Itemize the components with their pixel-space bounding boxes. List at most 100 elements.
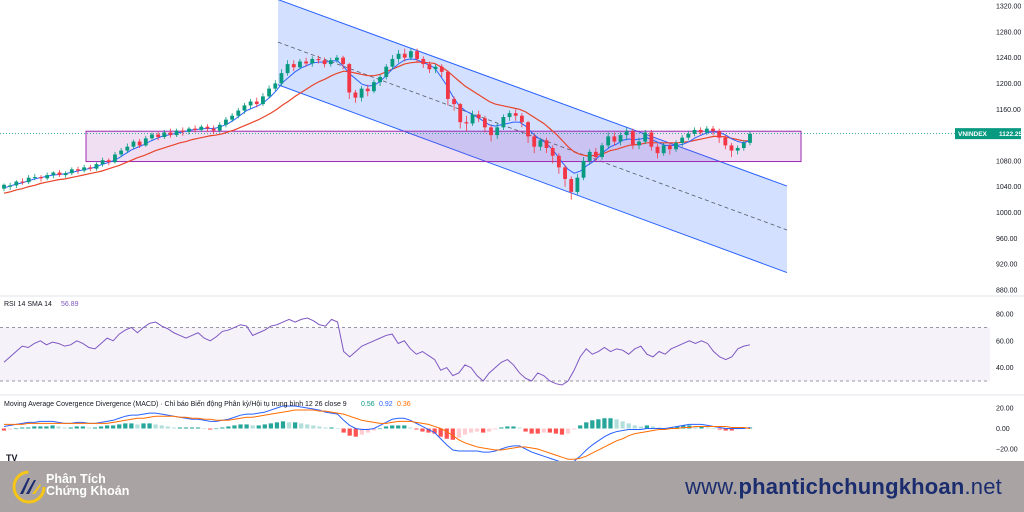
price-tick-label: 880.00 [996,288,1018,295]
macd-hist-bar [299,423,304,429]
macd-hist-bar [535,428,540,434]
macd-hist-bar [365,428,371,433]
macd-hist-bar [669,427,674,429]
candle-up [187,128,191,132]
candle-up [310,58,315,64]
macd-hist-bar [420,428,425,432]
price-tick-label: 1240.00 [996,55,1021,62]
macd-hist-bar [426,428,431,433]
macd-line [3,405,751,461]
candle-down [205,126,210,129]
channel-upper-line[interactable] [277,0,788,187]
macd-hist-bar [256,425,261,429]
candle-down [526,122,530,137]
macd-hist-bar [547,428,552,433]
macd-hist-bar [14,428,19,430]
macd-hist-bar [444,428,449,439]
macd-hist-bar [565,428,571,434]
macd-hist-bar [305,424,310,429]
candle-down [106,160,111,163]
price-tick-label: 920.00 [996,262,1018,269]
macd-hist-bar [456,428,462,438]
macd-hist-bar [499,427,504,429]
macd-hist-bar [584,422,589,429]
macd-hist-bar [414,428,419,430]
regression-channel[interactable] [278,0,787,273]
candle-up [63,173,68,176]
support-resistance-zone[interactable] [85,130,802,163]
rsi-tick-label: 80.00 [996,312,1014,319]
macd-hist-bar [371,428,377,431]
macd-hist-bar [7,428,13,430]
candle-up [581,160,586,178]
candle-down [353,92,358,98]
candle-down [556,155,561,168]
candle-up [606,136,611,146]
macd-hist-bar [450,428,455,440]
candle-down [513,113,518,116]
candle-up [14,181,19,186]
macd-hist-bar [141,423,146,429]
candle-up [741,142,746,148]
macd-histogram [1,418,753,440]
candle-up [384,66,389,77]
macd-hist-bar [432,428,437,434]
site-url[interactable]: www.phantichchungkhoan.net [685,474,1002,500]
macd-hist-bar [226,426,231,429]
candle-up [174,130,179,136]
candle-down [452,98,456,105]
macd-hist-bar [474,428,480,432]
candle-down [489,127,493,136]
macd-hist-bar [74,426,79,429]
candle-up [408,51,413,58]
macd-hist-bar [438,428,443,437]
candle-down [717,131,722,138]
macd-hist-bar [329,427,334,429]
macd-hist-bar [602,418,607,429]
macd-pane: 20.00 0.00 −20.00 Moving Average Covergenc… [1,399,1018,461]
candle-up [674,142,678,150]
candle-up [328,60,333,65]
macd-hist-bar [117,424,122,429]
macd-hist-bar [359,428,364,435]
candle-up [45,175,50,179]
channel-lower-line[interactable] [277,84,788,274]
macd-hist-bar [111,425,116,429]
candle-down [667,145,672,150]
candle-down [322,60,327,65]
candle-up [273,83,278,89]
macd-hist-bar [523,428,528,432]
macd-hist-bar [383,426,389,429]
site-url-prefix: www. [685,474,739,499]
candle-down [458,104,463,123]
logo-line-1: Phân Tích [46,472,106,486]
candle-up [624,131,629,136]
price-label-symbol: VNINDEX [958,131,988,138]
candle-down [723,137,728,146]
candle-down [519,115,524,123]
macd-hist-bar [596,419,601,429]
candle-down [415,51,419,59]
candle-up [587,151,592,161]
macd-hist-bar [347,428,352,436]
candle-down [421,58,426,65]
macd-hist-bar [390,425,395,429]
macd-hist-bar [177,427,183,429]
footer-banner [0,461,1024,512]
macd-hist-bar [353,428,358,437]
macd-hist-bar [377,428,383,430]
macd-hist-bar [20,427,25,429]
macd-hist-bar [183,427,189,429]
macd-hist-bar [620,421,625,429]
macd-hist-bar [202,428,207,430]
candle-up [748,133,752,143]
candle-down [291,64,296,68]
candle-up [131,141,136,147]
price-label-value: 1122.25 [999,131,1023,138]
macd-hist-bar [396,425,401,429]
candle-down [427,64,432,70]
macd-hist-bar [626,423,631,429]
macd-hist-bar [468,428,474,433]
macd-tick-label: 0.00 [996,426,1010,433]
candle-down [76,169,80,171]
